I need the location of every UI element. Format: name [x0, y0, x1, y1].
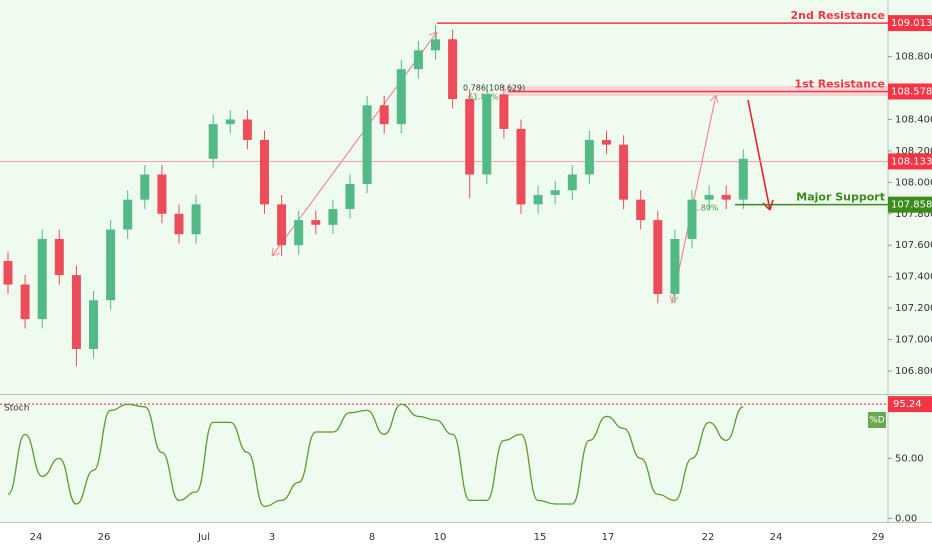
arrow-head	[271, 31, 438, 257]
candle-body	[345, 183, 355, 210]
candle-body	[482, 94, 492, 175]
level-tag	[888, 83, 932, 100]
y-tick-label: 107.000	[895, 335, 932, 346]
candle-body	[413, 50, 423, 70]
level-tag	[888, 15, 932, 32]
y-tick-label: 0.00	[895, 513, 917, 524]
candle-body	[721, 194, 731, 200]
level-tag-label: 108.578	[891, 86, 932, 97]
candle-body	[738, 158, 748, 200]
y-tick-label: 107.200	[895, 303, 932, 314]
candle-body	[174, 213, 184, 235]
x-axis-strip	[0, 522, 932, 550]
candle-body	[225, 119, 235, 125]
series-tag-label: %D	[869, 416, 885, 426]
stoch-line	[7, 403, 744, 508]
stoch-level-label: 95.24	[893, 399, 922, 410]
candle-body	[619, 144, 629, 200]
candle-body	[550, 190, 560, 195]
level-tag-label: 107.858	[891, 200, 932, 211]
arrow-line	[747, 99, 771, 211]
y-tick-label: 108.000	[895, 177, 932, 188]
candle-body	[448, 39, 458, 100]
candle-body	[260, 139, 269, 205]
candle-body	[636, 199, 646, 221]
candle-body	[294, 220, 304, 246]
candle-body	[106, 229, 116, 301]
y-tick-label: 107.800	[895, 209, 932, 220]
x-tick-label: 26	[98, 532, 111, 543]
candle-body	[71, 275, 81, 349]
x-tick-label: 29	[872, 532, 885, 543]
candle-body	[123, 199, 133, 230]
y-tick-label: 108.800	[895, 52, 932, 63]
candle-body	[516, 128, 526, 205]
candle-body	[157, 174, 167, 214]
x-tick-label: 3	[269, 532, 275, 543]
candle-body	[431, 39, 440, 51]
candle-body	[277, 204, 287, 246]
x-tick-label: 17	[602, 532, 615, 543]
candle-body	[567, 174, 577, 191]
candle-body	[670, 238, 680, 294]
x-tick-label: 10	[434, 532, 447, 543]
candle-body	[208, 124, 218, 159]
candle-body	[602, 139, 611, 145]
candle-body	[362, 105, 372, 184]
y-tick-label: 108.200	[895, 146, 932, 157]
level-tag	[888, 196, 932, 213]
candle-body	[37, 238, 47, 320]
candle-body	[242, 119, 252, 140]
candle-body	[584, 139, 594, 175]
x-tick-label: 22	[702, 532, 715, 543]
candle-body	[704, 194, 714, 200]
candle-body	[396, 69, 406, 125]
series-tag	[868, 412, 886, 428]
candle-body	[687, 199, 697, 239]
arrow-line	[271, 31, 438, 257]
fib-annotation: 0.786(108.629)	[463, 84, 525, 93]
candle-body	[140, 174, 150, 200]
candle-body	[328, 209, 338, 225]
candle-body	[653, 220, 663, 294]
current-price-tag	[888, 153, 932, 170]
x-tick-label: 24	[30, 532, 43, 543]
candle-body	[191, 204, 201, 235]
arrows	[271, 31, 774, 304]
candle-body	[3, 260, 13, 285]
fib-annotation: 61.80%	[688, 204, 719, 213]
y-tick-label: 106.800	[895, 366, 932, 377]
level-name: 2nd Resistance	[791, 9, 885, 22]
candle-body	[499, 94, 509, 129]
x-tick-label: 15	[534, 532, 547, 543]
arrow-head	[669, 94, 719, 304]
stoch-level-tag	[888, 396, 932, 413]
y-tick-label: 50.00	[895, 453, 924, 464]
candle-body	[533, 194, 543, 205]
x-tick-label: 24	[770, 532, 783, 543]
level-name: Major Support	[796, 191, 885, 204]
current-price-label: 108.133	[891, 156, 932, 167]
level-tag-label: 109.013	[891, 18, 932, 29]
candle-body	[465, 99, 475, 175]
stoch-title: Stoch	[4, 404, 29, 414]
y-tick-label: 107.600	[895, 240, 932, 251]
y-tick-label: 107.400	[895, 272, 932, 283]
candle-body	[311, 220, 321, 225]
y-tick-label: 108.400	[895, 114, 932, 125]
level-name: 1st Resistance	[794, 77, 885, 90]
candle-body	[20, 284, 30, 320]
candle-body	[379, 105, 389, 125]
x-tick-label: Jul	[197, 532, 210, 543]
x-tick-label: 8	[369, 532, 375, 543]
candle-body	[89, 300, 98, 349]
candle-body	[54, 238, 64, 276]
